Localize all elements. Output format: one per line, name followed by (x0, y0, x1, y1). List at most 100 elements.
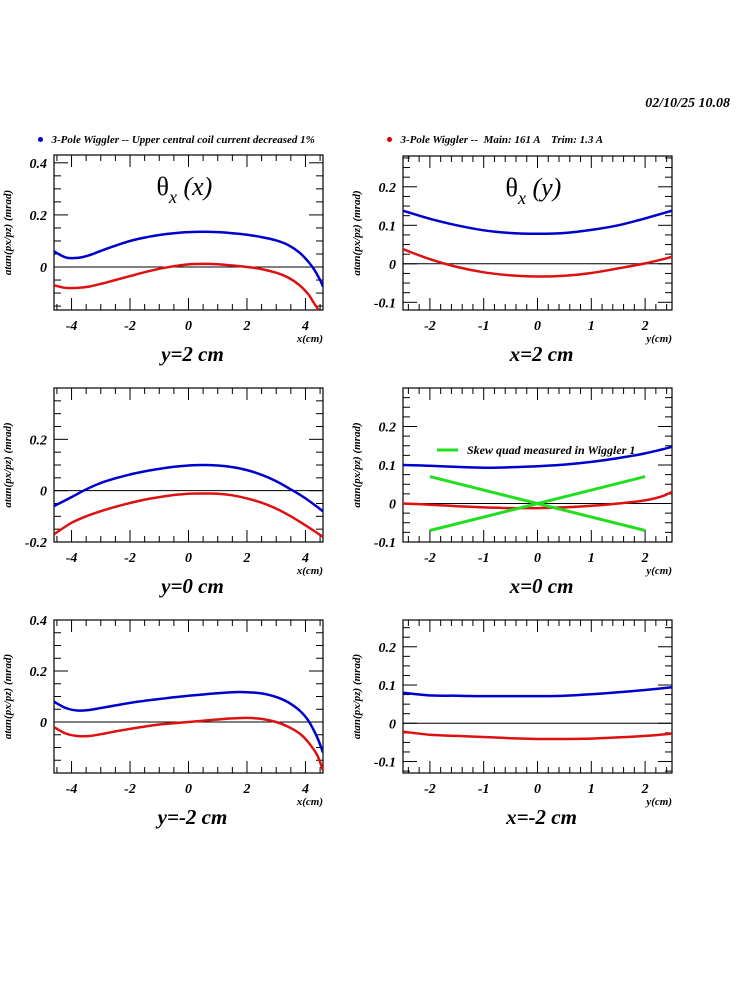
y-tick-label: 0 (389, 498, 396, 513)
series-line-blue (403, 209, 672, 236)
y-tick-label: 0 (389, 258, 396, 273)
y-tick-label: 0.4 (30, 614, 48, 629)
y-axis-label: atan(px/pz) (mrad) (351, 654, 363, 739)
y-axis-label: atan(px/pz) (mrad) (2, 190, 14, 275)
x-axis-label: x(cm) (296, 333, 323, 345)
y-tick-label: 0.2 (30, 665, 48, 680)
series-line-red (54, 492, 323, 538)
legend-marker-blue-icon (37, 136, 43, 142)
x-tick-label: 0 (534, 782, 541, 797)
y-tick-label: -0.1 (374, 296, 396, 311)
panel-caption: x=-2 cm (505, 805, 577, 829)
y-tick-label: 0.2 (379, 641, 397, 656)
y-tick-label: 0 (40, 485, 47, 500)
x-tick-label: -2 (424, 319, 436, 334)
legend-label-red: 3-Pole Wiggler -- Main: 161 A Trim: 1.3 … (400, 134, 604, 146)
legend-label-blue: 3-Pole Wiggler -- Upper central coil cur… (51, 134, 315, 146)
x-axis-label: y(cm) (644, 565, 672, 577)
x-axis-label: x(cm) (296, 796, 323, 808)
title-subscript: x (168, 187, 177, 207)
plot-top-left: -4 -2 0 2 4 0 0.2 0.4 x(cm) atan(px/pz) (mrad) y=2… (2, 154, 324, 366)
x-axis-label: y(cm) (644, 333, 672, 345)
legend-entry-blue: 3-Pole Wiggler -- Upper central coil cur… (32, 122, 315, 146)
legend-marker-red-icon (386, 136, 392, 142)
plot-bottom-left: -4 -2 0 2 4 0 0.2 0.4 x(cm) atan(px/pz) (mrad) y=-… (2, 614, 324, 829)
x-tick-label: -1 (478, 551, 490, 566)
x-tick-label: -1 (478, 319, 490, 334)
panel-title: θx (y) (506, 173, 562, 208)
x-tick-label: 2 (641, 319, 649, 334)
plot-middle-left: -4 -2 0 2 4 -0.2 0 0.2 x(cm) atan(px/pz) (mrad) y=… (2, 387, 324, 598)
x-tick-label: 4 (301, 782, 309, 797)
series-line-red (54, 716, 323, 771)
x-tick-label: 1 (588, 319, 595, 334)
panel-caption: y=-2 cm (155, 805, 228, 829)
x-tick-label: -2 (124, 782, 136, 797)
series-line-red (403, 248, 672, 278)
y-tick-label: 0.4 (30, 157, 48, 172)
panel-caption: y=0 cm (158, 574, 224, 598)
y-tick-label: 0.1 (379, 459, 397, 474)
x-tick-label: -2 (424, 782, 436, 797)
y-tick-label: 0.1 (379, 219, 397, 234)
x-tick-label: 4 (301, 319, 309, 334)
series-line-blue (403, 445, 672, 469)
series-line-red (403, 730, 672, 741)
x-tick-label: -4 (66, 551, 78, 566)
series-line-red (54, 262, 320, 310)
x-tick-label: 0 (185, 319, 192, 334)
panel-caption: y=2 cm (158, 342, 224, 366)
plot-bottom-right: -2 -1 0 1 2 -0.1 0 0.1 0.2 y(cm) atan(px/pz) (mrad… (351, 619, 673, 829)
x-tick-label: 0 (185, 551, 192, 566)
legend-green-label: Skew quad measured in Wiggler 1 (467, 443, 635, 457)
x-tick-label: 2 (242, 782, 250, 797)
x-tick-label: 1 (588, 782, 595, 797)
panel-caption: x=2 cm (509, 342, 574, 366)
x-tick-label: -4 (66, 319, 78, 334)
x-tick-label: 2 (641, 782, 649, 797)
y-tick-label: -0.1 (374, 756, 396, 771)
x-tick-label: 4 (301, 551, 309, 566)
title-subscript: x (517, 188, 526, 208)
y-tick-label: 0 (389, 717, 396, 732)
series-line-green (429, 475, 646, 532)
x-tick-label: 2 (242, 319, 250, 334)
y-tick-label: -0.2 (25, 536, 47, 551)
y-tick-label: 0.2 (379, 181, 397, 196)
y-axis-label: atan(px/pz) (mrad) (2, 654, 14, 739)
plot-top-right: -2 -1 0 1 2 -0.1 0 0.1 0.2 y(cm) atan(px/pz) (mrad… (351, 155, 673, 366)
x-tick-label: 2 (242, 551, 250, 566)
y-axis-label: atan(px/pz) (mrad) (2, 422, 14, 507)
series-line-red (403, 490, 672, 510)
y-axis-label: atan(px/pz) (mrad) (351, 190, 363, 275)
y-tick-label: 0.1 (379, 679, 397, 694)
y-axis-label: atan(px/pz) (mrad) (351, 422, 363, 507)
title-theta: θ (506, 173, 518, 202)
plot-middle-right: -2 -1 0 1 2 -0.1 0 0.1 0.2 y(cm) atan(px/pz) (mrad… (351, 387, 673, 598)
series-line-blue (54, 690, 323, 754)
y-tick-label: -0.1 (374, 536, 396, 551)
x-tick-label: 0 (185, 782, 192, 797)
title-argument: (y) (526, 173, 561, 202)
y-tick-label: 0 (40, 261, 47, 276)
x-axis-label: y(cm) (644, 796, 672, 808)
timestamp: 02/10/25 10.08 (645, 96, 730, 111)
title-theta: θ (157, 172, 169, 201)
y-tick-label: 0 (40, 716, 47, 731)
x-tick-label: -1 (478, 782, 490, 797)
series-line-blue (54, 463, 323, 513)
legend-entry-red: 3-Pole Wiggler -- Main: 161 A Trim: 1.3 … (381, 122, 603, 146)
x-tick-label: -4 (66, 782, 78, 797)
y-tick-label: 0.2 (379, 421, 397, 436)
y-tick-label: 0.2 (30, 209, 48, 224)
x-tick-label: 2 (641, 551, 649, 566)
panel-title: θx (x) (157, 172, 213, 207)
x-axis-label: x(cm) (296, 565, 323, 577)
title-argument: (x) (177, 172, 212, 201)
series-line-blue (54, 230, 323, 288)
x-tick-label: 0 (534, 551, 541, 566)
series-line-blue (403, 686, 672, 698)
x-tick-label: 1 (588, 551, 595, 566)
x-tick-label: 0 (534, 319, 541, 334)
